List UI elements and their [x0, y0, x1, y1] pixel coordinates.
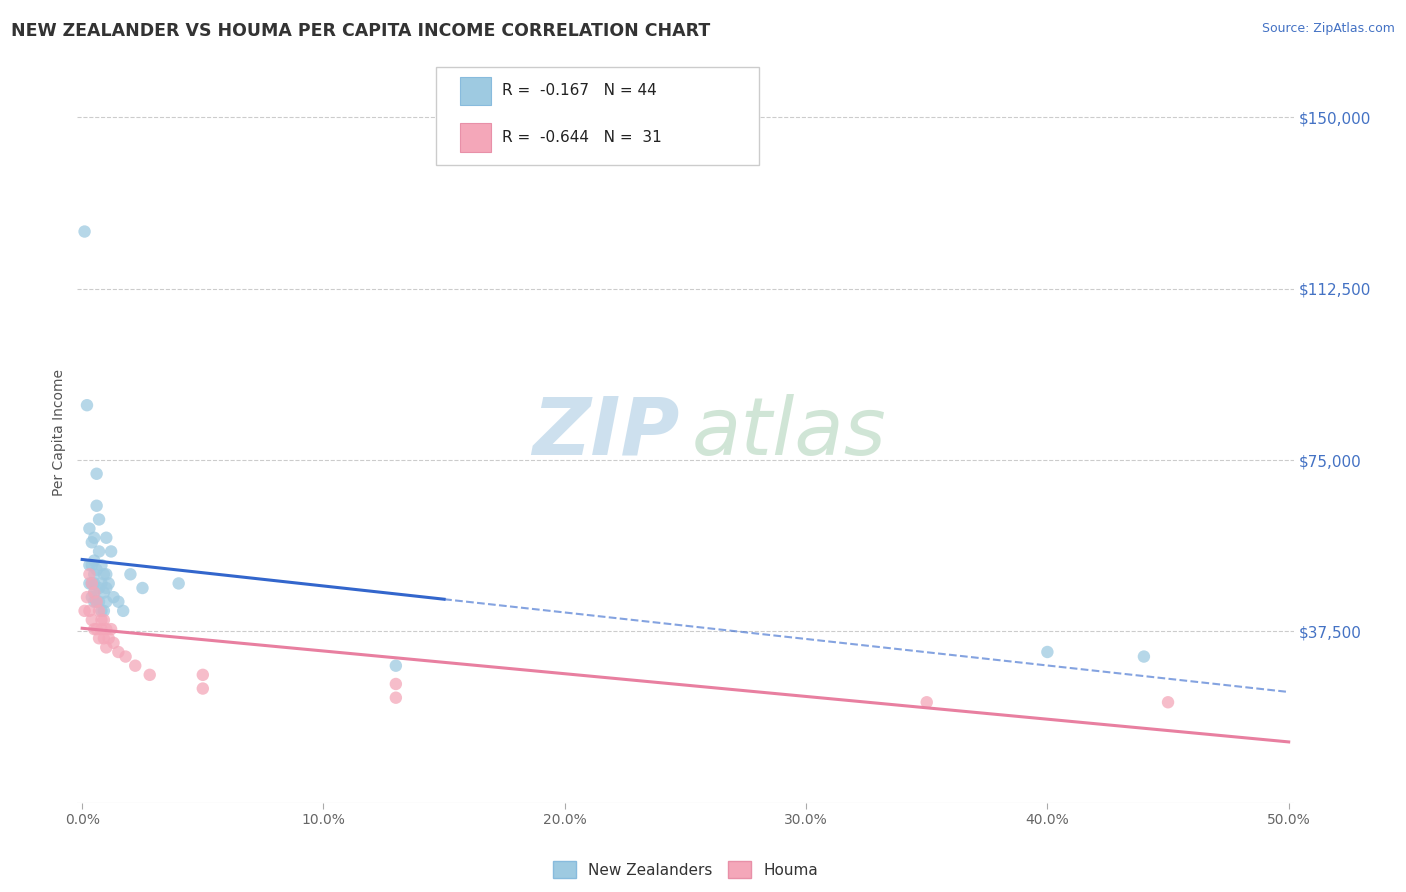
Point — [107, 645, 129, 659]
Point — [96, 567, 118, 582]
Point — [114, 649, 136, 664]
Point — [96, 595, 118, 609]
Point — [191, 668, 214, 682]
Point — [86, 467, 108, 481]
Legend: New Zealanders, Houma: New Zealanders, Houma — [547, 855, 824, 884]
Point — [79, 567, 101, 582]
Point — [80, 613, 103, 627]
Point — [86, 595, 108, 609]
Point — [87, 581, 110, 595]
Point — [93, 604, 115, 618]
Point — [100, 622, 122, 636]
Text: NEW ZEALANDER VS HOUMA PER CAPITA INCOME CORRELATION CHART: NEW ZEALANDER VS HOUMA PER CAPITA INCOME… — [11, 22, 710, 40]
Point — [90, 613, 112, 627]
Point — [103, 590, 125, 604]
Point — [87, 604, 110, 618]
Point — [93, 613, 115, 627]
Text: Source: ZipAtlas.com: Source: ZipAtlas.com — [1261, 22, 1395, 36]
Point — [124, 658, 146, 673]
Point — [83, 567, 105, 582]
Point — [96, 622, 118, 636]
Point — [73, 604, 96, 618]
Point — [83, 595, 105, 609]
Point — [90, 604, 112, 618]
Point — [120, 567, 142, 582]
Point — [86, 622, 108, 636]
Point — [131, 581, 153, 595]
Point — [83, 622, 105, 636]
Point — [80, 576, 103, 591]
Point — [103, 636, 125, 650]
Point — [385, 658, 408, 673]
Point — [915, 695, 938, 709]
Point — [97, 632, 120, 646]
Point — [79, 576, 101, 591]
Point — [90, 622, 112, 636]
Point — [93, 632, 115, 646]
Point — [83, 553, 105, 567]
Point — [86, 563, 108, 577]
Point — [90, 576, 112, 591]
Point — [96, 640, 118, 655]
Point — [96, 531, 118, 545]
Point — [96, 581, 118, 595]
Point — [87, 512, 110, 526]
Text: atlas: atlas — [692, 393, 886, 472]
Point — [93, 567, 115, 582]
Point — [90, 558, 112, 573]
Point — [80, 590, 103, 604]
Point — [80, 535, 103, 549]
Point — [86, 595, 108, 609]
Point — [385, 677, 408, 691]
Point — [87, 632, 110, 646]
Point — [87, 544, 110, 558]
Text: R =  -0.167   N = 44: R = -0.167 N = 44 — [502, 84, 657, 98]
Y-axis label: Per Capita Income: Per Capita Income — [52, 369, 66, 496]
Point — [385, 690, 408, 705]
Point — [1133, 649, 1156, 664]
Point — [80, 576, 103, 591]
Point — [83, 585, 105, 599]
Point — [97, 576, 120, 591]
Text: ZIP: ZIP — [531, 393, 679, 472]
Point — [79, 604, 101, 618]
Point — [100, 544, 122, 558]
Point — [138, 668, 160, 682]
Point — [107, 595, 129, 609]
Point — [86, 499, 108, 513]
Point — [112, 604, 135, 618]
Point — [191, 681, 214, 696]
Point — [167, 576, 190, 591]
Point — [76, 590, 98, 604]
Text: R =  -0.644   N =  31: R = -0.644 N = 31 — [502, 130, 662, 145]
Point — [83, 576, 105, 591]
Point — [83, 531, 105, 545]
Point — [1157, 695, 1180, 709]
Point — [83, 585, 105, 599]
Point — [1036, 645, 1059, 659]
Point — [87, 595, 110, 609]
Point — [79, 558, 101, 573]
Point — [73, 225, 96, 239]
Point — [79, 522, 101, 536]
Point — [76, 398, 98, 412]
Point — [93, 585, 115, 599]
Point — [80, 558, 103, 573]
